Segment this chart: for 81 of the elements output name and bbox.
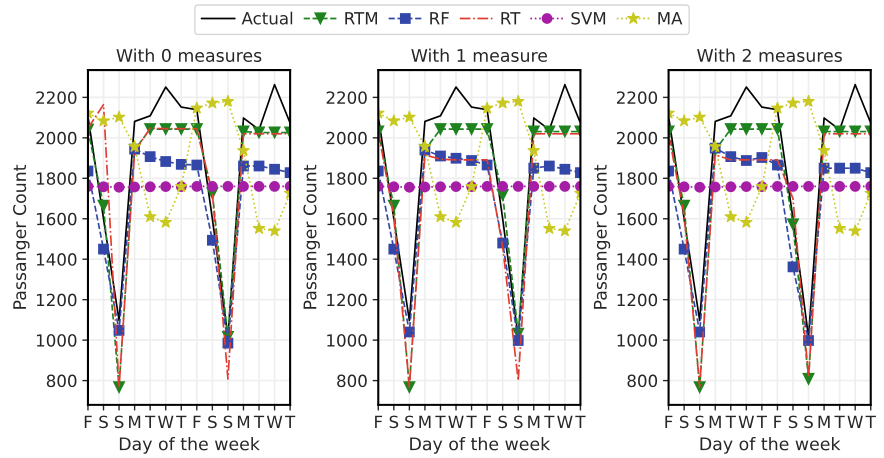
y-axis-title: Passanger Count [13, 164, 30, 309]
y-tick-label: 1400 [327, 253, 367, 266]
chart-title: With 1 measure [411, 48, 548, 62]
y-axis-title: Passanger Count [303, 164, 320, 309]
x-tick-label: T [834, 416, 845, 428]
x-axis-title: Day of the week [700, 436, 840, 454]
x-tick-label: F [375, 416, 382, 428]
x-tick-label: T [435, 416, 446, 428]
x-tick-label: T [145, 416, 156, 428]
y-tick-label: 1000 [36, 334, 76, 347]
x-tick-label: M [818, 416, 830, 428]
legend-label: SVM [571, 12, 606, 25]
x-tick-label: T [284, 416, 296, 428]
x-tick-label: T [544, 416, 554, 428]
x-tick-label: F [484, 416, 491, 428]
y-tick-label: 2200 [326, 91, 367, 104]
x-axis-title: Day of the week [410, 436, 550, 454]
chart-title: With 0 measures [116, 48, 262, 62]
x-tick-label: M [419, 416, 430, 428]
x-tick-label: T [176, 416, 186, 428]
x-tick-label: M [129, 416, 140, 428]
y-tick-label: 1600 [36, 212, 76, 226]
x-tick-label: T [254, 416, 264, 428]
y-tick-label: 800 [337, 374, 367, 388]
legend-label: RTM [345, 12, 378, 24]
x-tick-label: T [726, 416, 736, 428]
x-tick-label: S [514, 416, 523, 428]
y-tick-label: 1600 [618, 212, 658, 226]
x-tick-label: W [557, 416, 573, 428]
y-tick-label: 2000 [616, 132, 658, 144]
y-tick-label: 2200 [616, 91, 658, 104]
x-tick-label: W [738, 416, 754, 428]
y-tick-label: 1600 [327, 212, 367, 226]
y-tick-label: 1000 [327, 334, 367, 347]
x-tick-label: T [756, 416, 768, 428]
legend-label: RT [501, 12, 520, 24]
legend-label: Actual [242, 12, 292, 25]
y-tick-label: 1800 [618, 172, 658, 185]
y-tick-label: 1000 [618, 334, 658, 347]
x-tick-label: S [804, 416, 813, 428]
y-tick-label: 2000 [326, 132, 367, 144]
y-tick-label: 2200 [36, 91, 76, 104]
x-tick-label: W [448, 416, 464, 428]
y-tick-label: 1400 [36, 253, 76, 266]
y-tick-label: 1200 [36, 294, 76, 306]
x-tick-label: S [405, 416, 414, 428]
x-tick-label: F [774, 416, 782, 428]
x-tick-label: M [528, 416, 540, 428]
x-tick-label: F [84, 416, 92, 428]
x-tick-label: T [466, 416, 477, 428]
y-axis-title: Passanger Count [594, 164, 610, 309]
x-tick-label: S [788, 416, 798, 428]
x-tick-label: S [498, 416, 508, 428]
x-tick-label: S [695, 416, 704, 428]
y-tick-label: 1200 [618, 294, 658, 306]
y-tick-label: 2000 [36, 132, 76, 144]
x-tick-label: W [848, 416, 863, 428]
x-tick-label: M [710, 416, 721, 428]
x-axis-title: Day of the week [120, 436, 260, 454]
x-tick-label: F [665, 416, 672, 428]
x-tick-label: S [114, 416, 124, 428]
y-tick-label: 1800 [327, 172, 367, 185]
x-tick-label: T [575, 416, 586, 428]
y-tick-label: 800 [627, 374, 658, 388]
chart-title: With 2 measures [697, 48, 842, 62]
x-tick-label: S [208, 416, 217, 428]
x-tick-label: S [680, 416, 688, 428]
x-tick-label: M [238, 416, 250, 428]
x-tick-label: T [866, 416, 876, 428]
x-tick-label: S [224, 416, 232, 428]
x-tick-label: W [266, 416, 282, 428]
legend-label: RF [430, 12, 449, 24]
legend-label: MA [658, 12, 682, 24]
y-tick-label: 1400 [618, 253, 658, 266]
y-tick-label: 1200 [327, 294, 367, 306]
y-tick-label: 1800 [36, 172, 76, 185]
y-tick-label: 800 [46, 374, 76, 388]
x-tick-label: S [99, 416, 108, 428]
x-tick-label: W [158, 416, 174, 428]
x-tick-label: S [390, 416, 398, 428]
x-tick-label: F [194, 416, 201, 428]
